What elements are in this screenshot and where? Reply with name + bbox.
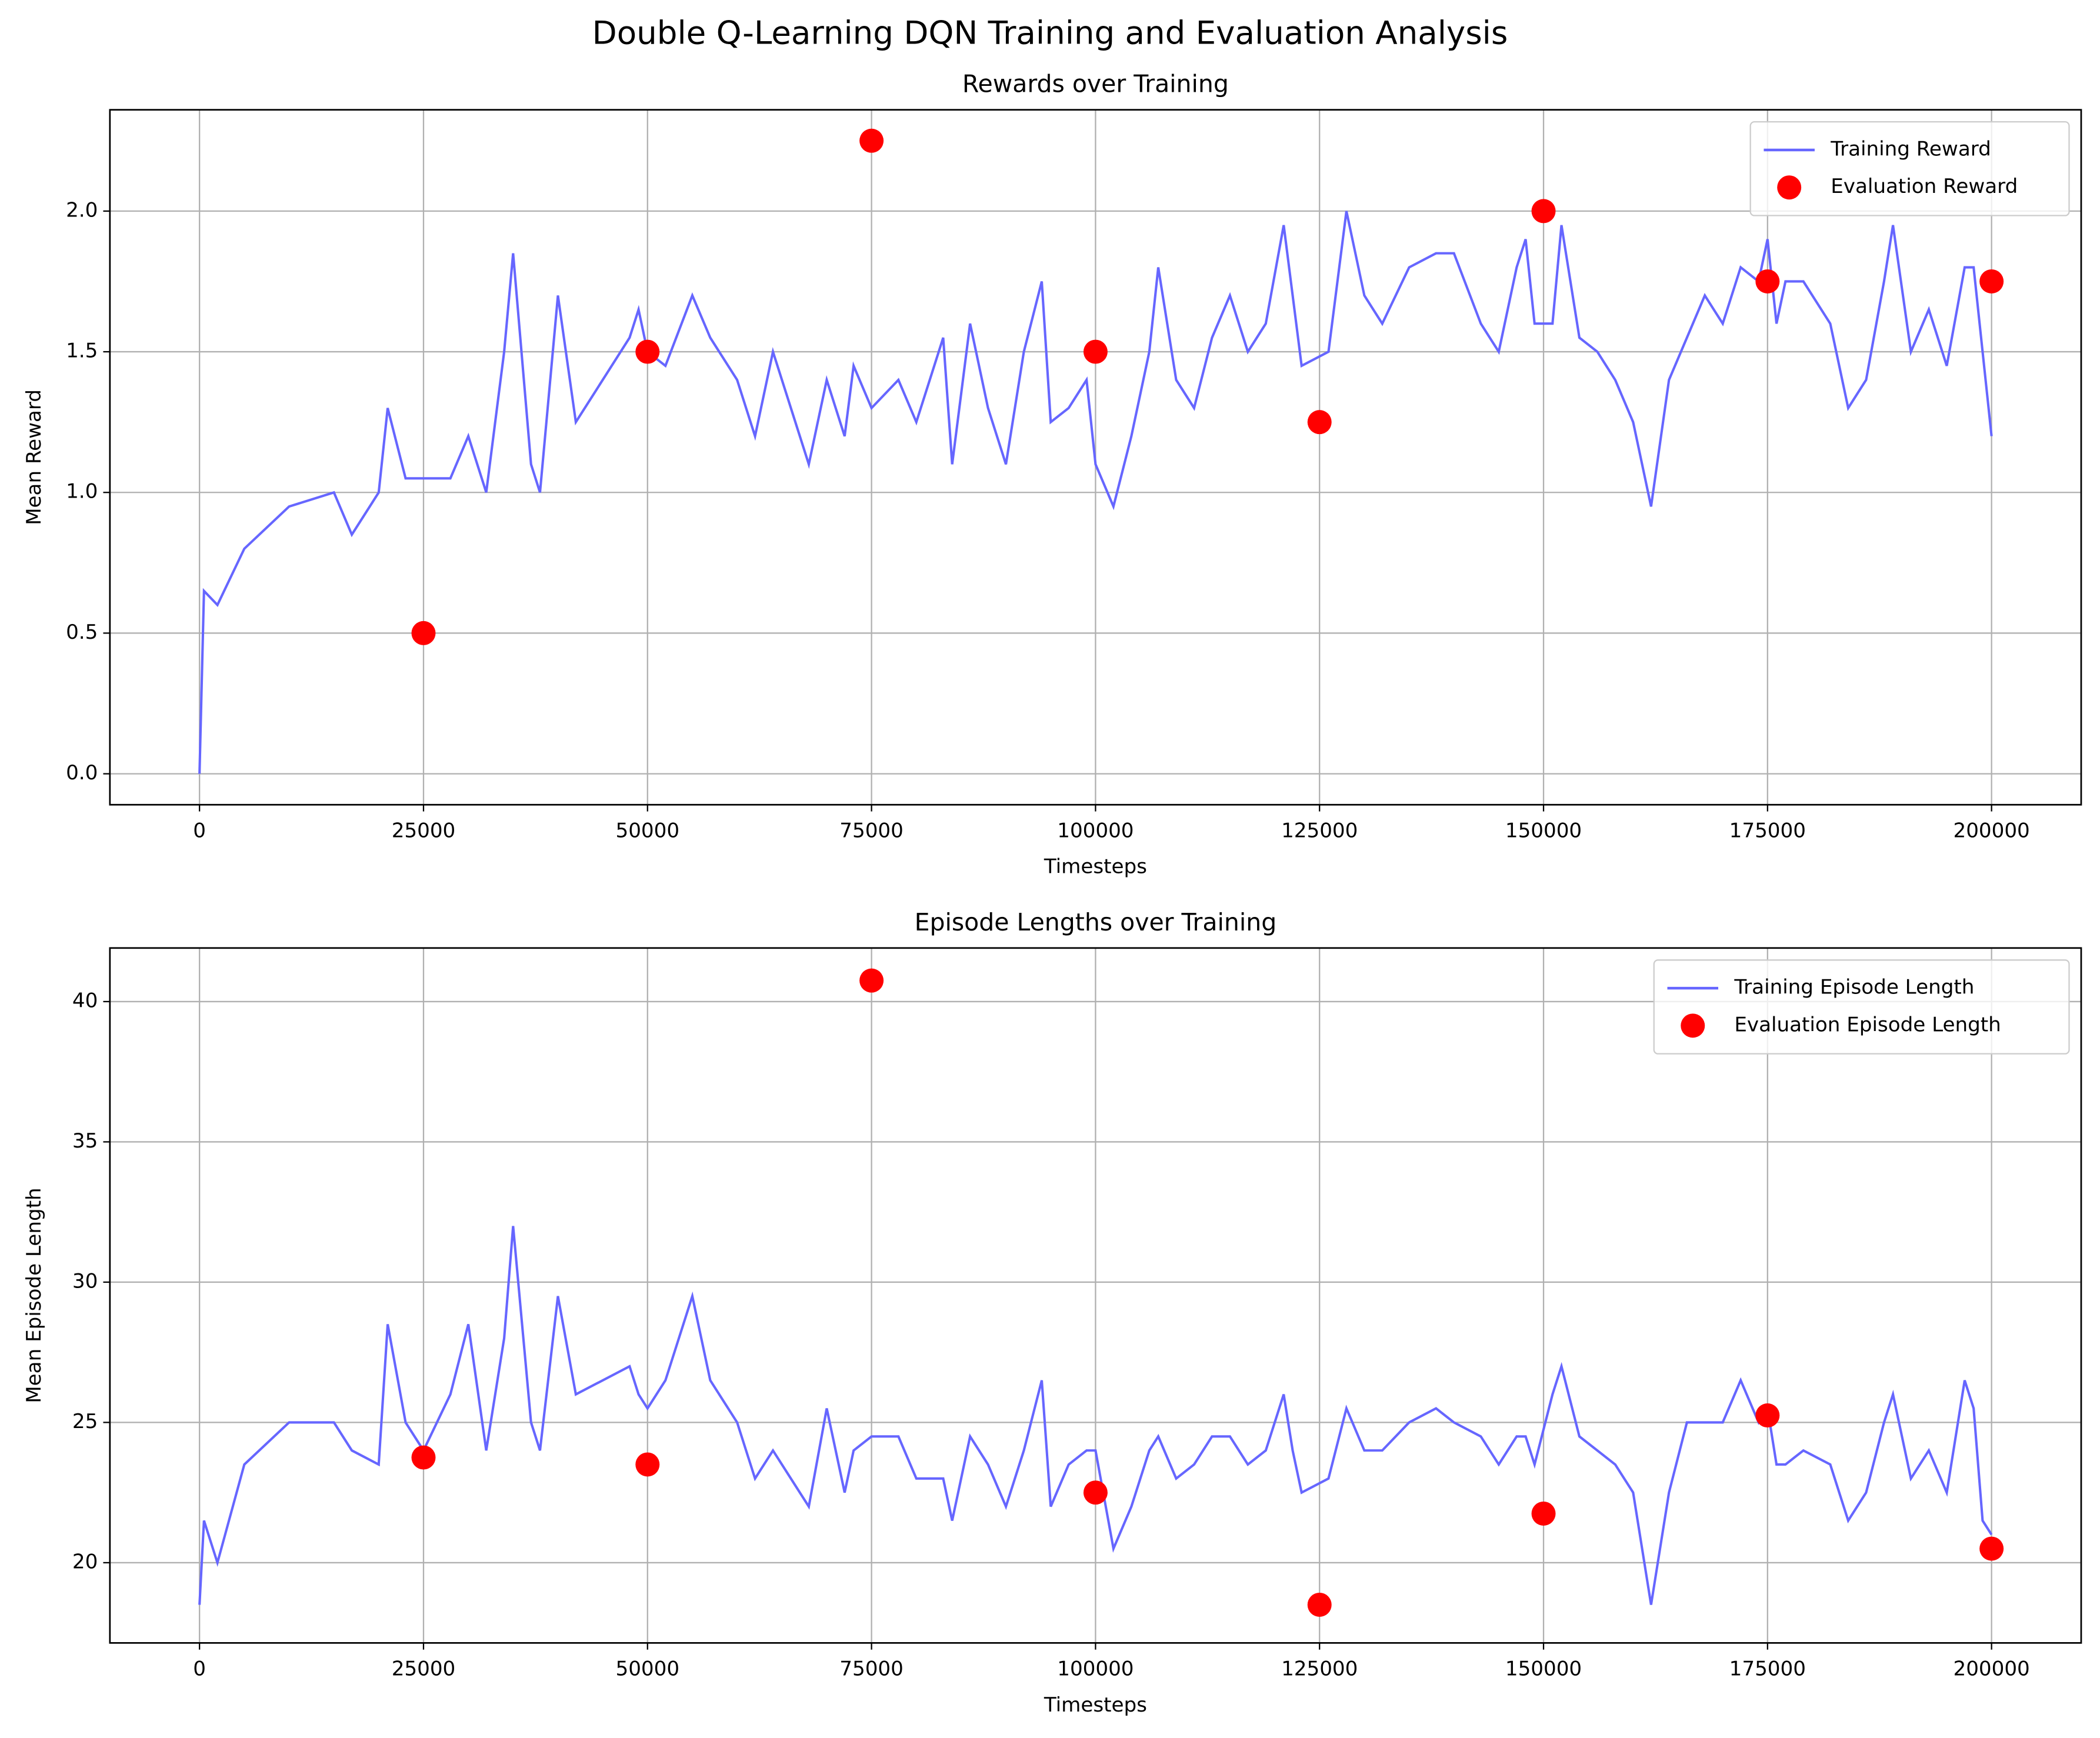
- x-tick-label: 125000: [1281, 1657, 1358, 1680]
- x-tick-label: 0: [193, 819, 206, 842]
- legend-marker: [1777, 175, 1802, 200]
- x-tick-label: 100000: [1057, 819, 1134, 842]
- plot-area: [198, 968, 2004, 1617]
- legend: Training Episode Length Evaluation Episod…: [1653, 959, 2070, 1055]
- evaluation-point: [635, 339, 660, 364]
- y-tick-label: 1.5: [66, 339, 98, 363]
- legend-box: [1749, 121, 2070, 216]
- evaluation-point: [1979, 1536, 2004, 1561]
- y-axis-label: Mean Reward: [22, 389, 46, 525]
- evaluation-point: [411, 1445, 436, 1470]
- evaluation-point: [859, 128, 884, 153]
- x-tick-label: 150000: [1505, 819, 1582, 842]
- y-tick-label: 2.0: [66, 198, 98, 222]
- y-tick-label: 0.0: [66, 761, 98, 785]
- y-axis-label: Mean Episode Length: [22, 1187, 46, 1403]
- plot-area: [198, 128, 2004, 774]
- x-tick-label: 150000: [1505, 1657, 1582, 1680]
- legend-box: [1653, 959, 2070, 1055]
- y-tick-label: 30: [72, 1269, 98, 1293]
- chart-title: Episode Lengths over Training: [915, 908, 1277, 936]
- x-tick-label: 0: [193, 1657, 206, 1680]
- y-tick-label: 40: [72, 989, 98, 1012]
- y-tick-label: 25: [72, 1410, 98, 1433]
- evaluation-point: [1307, 410, 1332, 435]
- evaluation-point: [859, 968, 884, 993]
- x-tick-label: 50000: [616, 819, 680, 842]
- evaluation-point: [1531, 199, 1556, 223]
- legend-label: Training Episode Length: [1734, 976, 1974, 999]
- x-tick-label: 75000: [839, 819, 904, 842]
- y-tick-label: 35: [72, 1129, 98, 1153]
- evaluation-point: [1531, 1501, 1556, 1526]
- x-tick-label: 75000: [839, 1657, 904, 1680]
- plot-frame: [109, 947, 2082, 1644]
- evaluation-point: [411, 621, 436, 645]
- evaluation-point: [1755, 1403, 1780, 1427]
- evaluation-point: [635, 1452, 660, 1477]
- legend-marker: [1681, 1013, 1705, 1038]
- x-tick-label: 100000: [1057, 1657, 1134, 1680]
- x-tick-label: 200000: [1954, 1657, 2030, 1680]
- x-tick-label: 25000: [392, 1657, 456, 1680]
- training-line: [198, 211, 1993, 774]
- evaluation-point: [1979, 269, 2004, 293]
- y-tick-label: 20: [72, 1550, 98, 1573]
- x-tick-label: 25000: [392, 819, 456, 842]
- evaluation-point: [1307, 1593, 1332, 1617]
- y-tick-label: 0.5: [66, 621, 98, 644]
- evaluation-point: [1083, 1480, 1108, 1505]
- subplot: Episode Lengths over Training 0 25000 50000…: [22, 908, 2082, 1717]
- x-tick-label: 175000: [1729, 819, 1806, 842]
- y-tick-label: 1.0: [66, 480, 98, 503]
- legend: Training Reward Evaluation Reward: [1749, 121, 2070, 216]
- x-tick-label: 175000: [1729, 1657, 1806, 1680]
- plot-frame: [109, 109, 2082, 806]
- figure-title: Double Q-Learning DQN Training and Evalu…: [592, 14, 1508, 51]
- x-axis-label: Timesteps: [1044, 1693, 1147, 1717]
- x-tick-label: 125000: [1281, 819, 1358, 842]
- subplot: Rewards over Training 0 25000 50000 75000 100…: [22, 70, 2082, 879]
- x-axis-label: Timesteps: [1044, 855, 1147, 879]
- x-tick-label: 200000: [1954, 819, 2030, 842]
- legend-label: Evaluation Episode Length: [1734, 1013, 2001, 1036]
- legend-label: Training Reward: [1830, 137, 1991, 161]
- evaluation-point: [1083, 339, 1108, 364]
- evaluation-point: [1755, 269, 1780, 293]
- chart-title: Rewards over Training: [962, 70, 1229, 98]
- x-tick-label: 50000: [616, 1657, 680, 1680]
- training-line: [198, 1226, 1993, 1605]
- legend-label: Evaluation Reward: [1831, 175, 2018, 198]
